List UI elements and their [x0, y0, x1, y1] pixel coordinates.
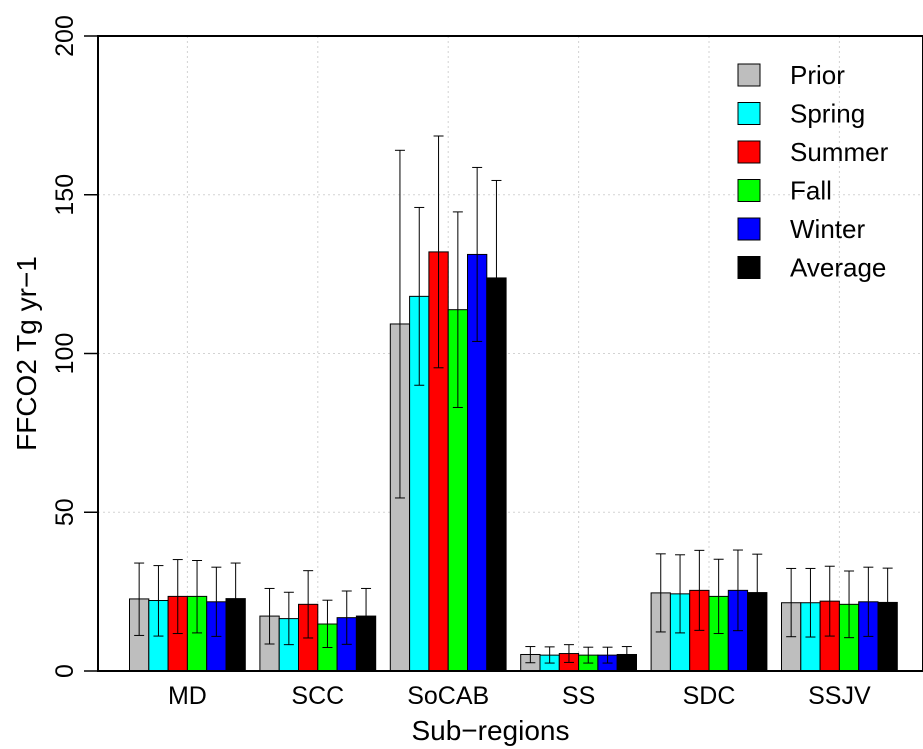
error-bar-md-winter: [211, 566, 222, 637]
error-bar-scc-prior: [264, 587, 275, 645]
error-bar-ss-average: [621, 646, 632, 664]
error-bars: [134, 135, 893, 664]
error-bar-socab-fall: [452, 211, 463, 408]
error-bar-scc-fall: [322, 599, 333, 649]
error-bar-ss-summer: [563, 644, 574, 663]
error-bar-scc-average: [361, 587, 372, 645]
x-tick-label-md: MD: [168, 682, 207, 710]
error-bar-md-prior: [134, 562, 145, 636]
legend-label-winter: Winter: [790, 214, 865, 244]
legend-swatch-fall: [737, 179, 761, 202]
legend-swatch-average: [737, 256, 761, 279]
x-tick-label-sdc: SDC: [683, 682, 736, 710]
y-axis-title: FFCO2 Tg yr−1: [11, 256, 42, 451]
legend-label-average: Average: [790, 253, 886, 283]
legend-swatch-prior: [737, 63, 761, 87]
legend-label-fall: Fall: [790, 176, 832, 206]
y-tick-label-2: 100: [51, 333, 79, 375]
y-tick-label-0: 0: [51, 664, 79, 678]
legend-label-prior: Prior: [790, 60, 845, 90]
error-bar-ssjv-average: [882, 567, 893, 638]
gridlines: [98, 35, 923, 672]
error-bar-ssjv-spring: [805, 567, 816, 638]
error-bar-scc-summer: [303, 570, 314, 639]
error-bar-socab-winter: [472, 166, 483, 342]
error-bar-socab-average: [491, 179, 502, 377]
error-bar-sdc-average: [752, 553, 763, 633]
error-bar-socab-summer: [433, 135, 444, 369]
error-bar-sdc-fall: [713, 558, 724, 635]
y-tick-label-4: 200: [51, 15, 79, 57]
error-bar-ss-winter: [602, 646, 613, 664]
error-bar-ssjv-fall: [844, 570, 855, 639]
error-bar-md-summer: [172, 559, 183, 635]
legend-label-spring: Spring: [790, 99, 865, 129]
legend-swatch-winter: [737, 217, 761, 241]
x-tick-label-ssjv: SSJV: [808, 682, 871, 710]
error-bar-scc-winter: [341, 590, 352, 645]
y-tick-label-3: 150: [51, 174, 79, 216]
legend-swatch-summer: [737, 140, 761, 164]
bars: [129, 251, 898, 672]
error-bar-sdc-prior: [655, 553, 666, 633]
error-bar-socab-prior: [394, 149, 405, 499]
legend-label-summer: Summer: [790, 137, 889, 167]
error-bar-ss-fall: [583, 646, 594, 664]
y-tick-label-1: 50: [51, 498, 79, 526]
error-bar-sdc-winter: [732, 549, 743, 632]
x-tick-label-ss: SS: [562, 682, 595, 710]
x-axis-title: Sub−regions: [411, 715, 569, 746]
error-bar-ssjv-summer: [824, 565, 835, 637]
error-bar-socab-spring: [414, 206, 425, 386]
error-bar-ssjv-winter: [863, 566, 874, 637]
x-axis: MD SCC SoCAB SS SDC SSJV: [168, 682, 871, 710]
error-bar-md-fall: [192, 560, 203, 634]
y-axis: 0 50 100 150 200: [51, 15, 98, 678]
legend: Prior Spring Summer Fall Winter Average: [737, 60, 889, 283]
error-bar-scc-spring: [283, 591, 294, 646]
x-tick-label-scc: SCC: [291, 682, 344, 710]
error-bar-sdc-summer: [694, 549, 705, 631]
error-bar-md-spring: [153, 565, 164, 637]
error-bar-ssjv-prior: [786, 567, 797, 638]
error-bar-sdc-spring: [675, 554, 686, 634]
error-bar-ss-prior: [525, 646, 536, 664]
legend-swatch-spring: [737, 102, 761, 125]
error-bar-md-average: [230, 562, 241, 636]
x-tick-label-socab: SoCAB: [407, 682, 489, 710]
error-bar-ss-spring: [544, 646, 555, 664]
